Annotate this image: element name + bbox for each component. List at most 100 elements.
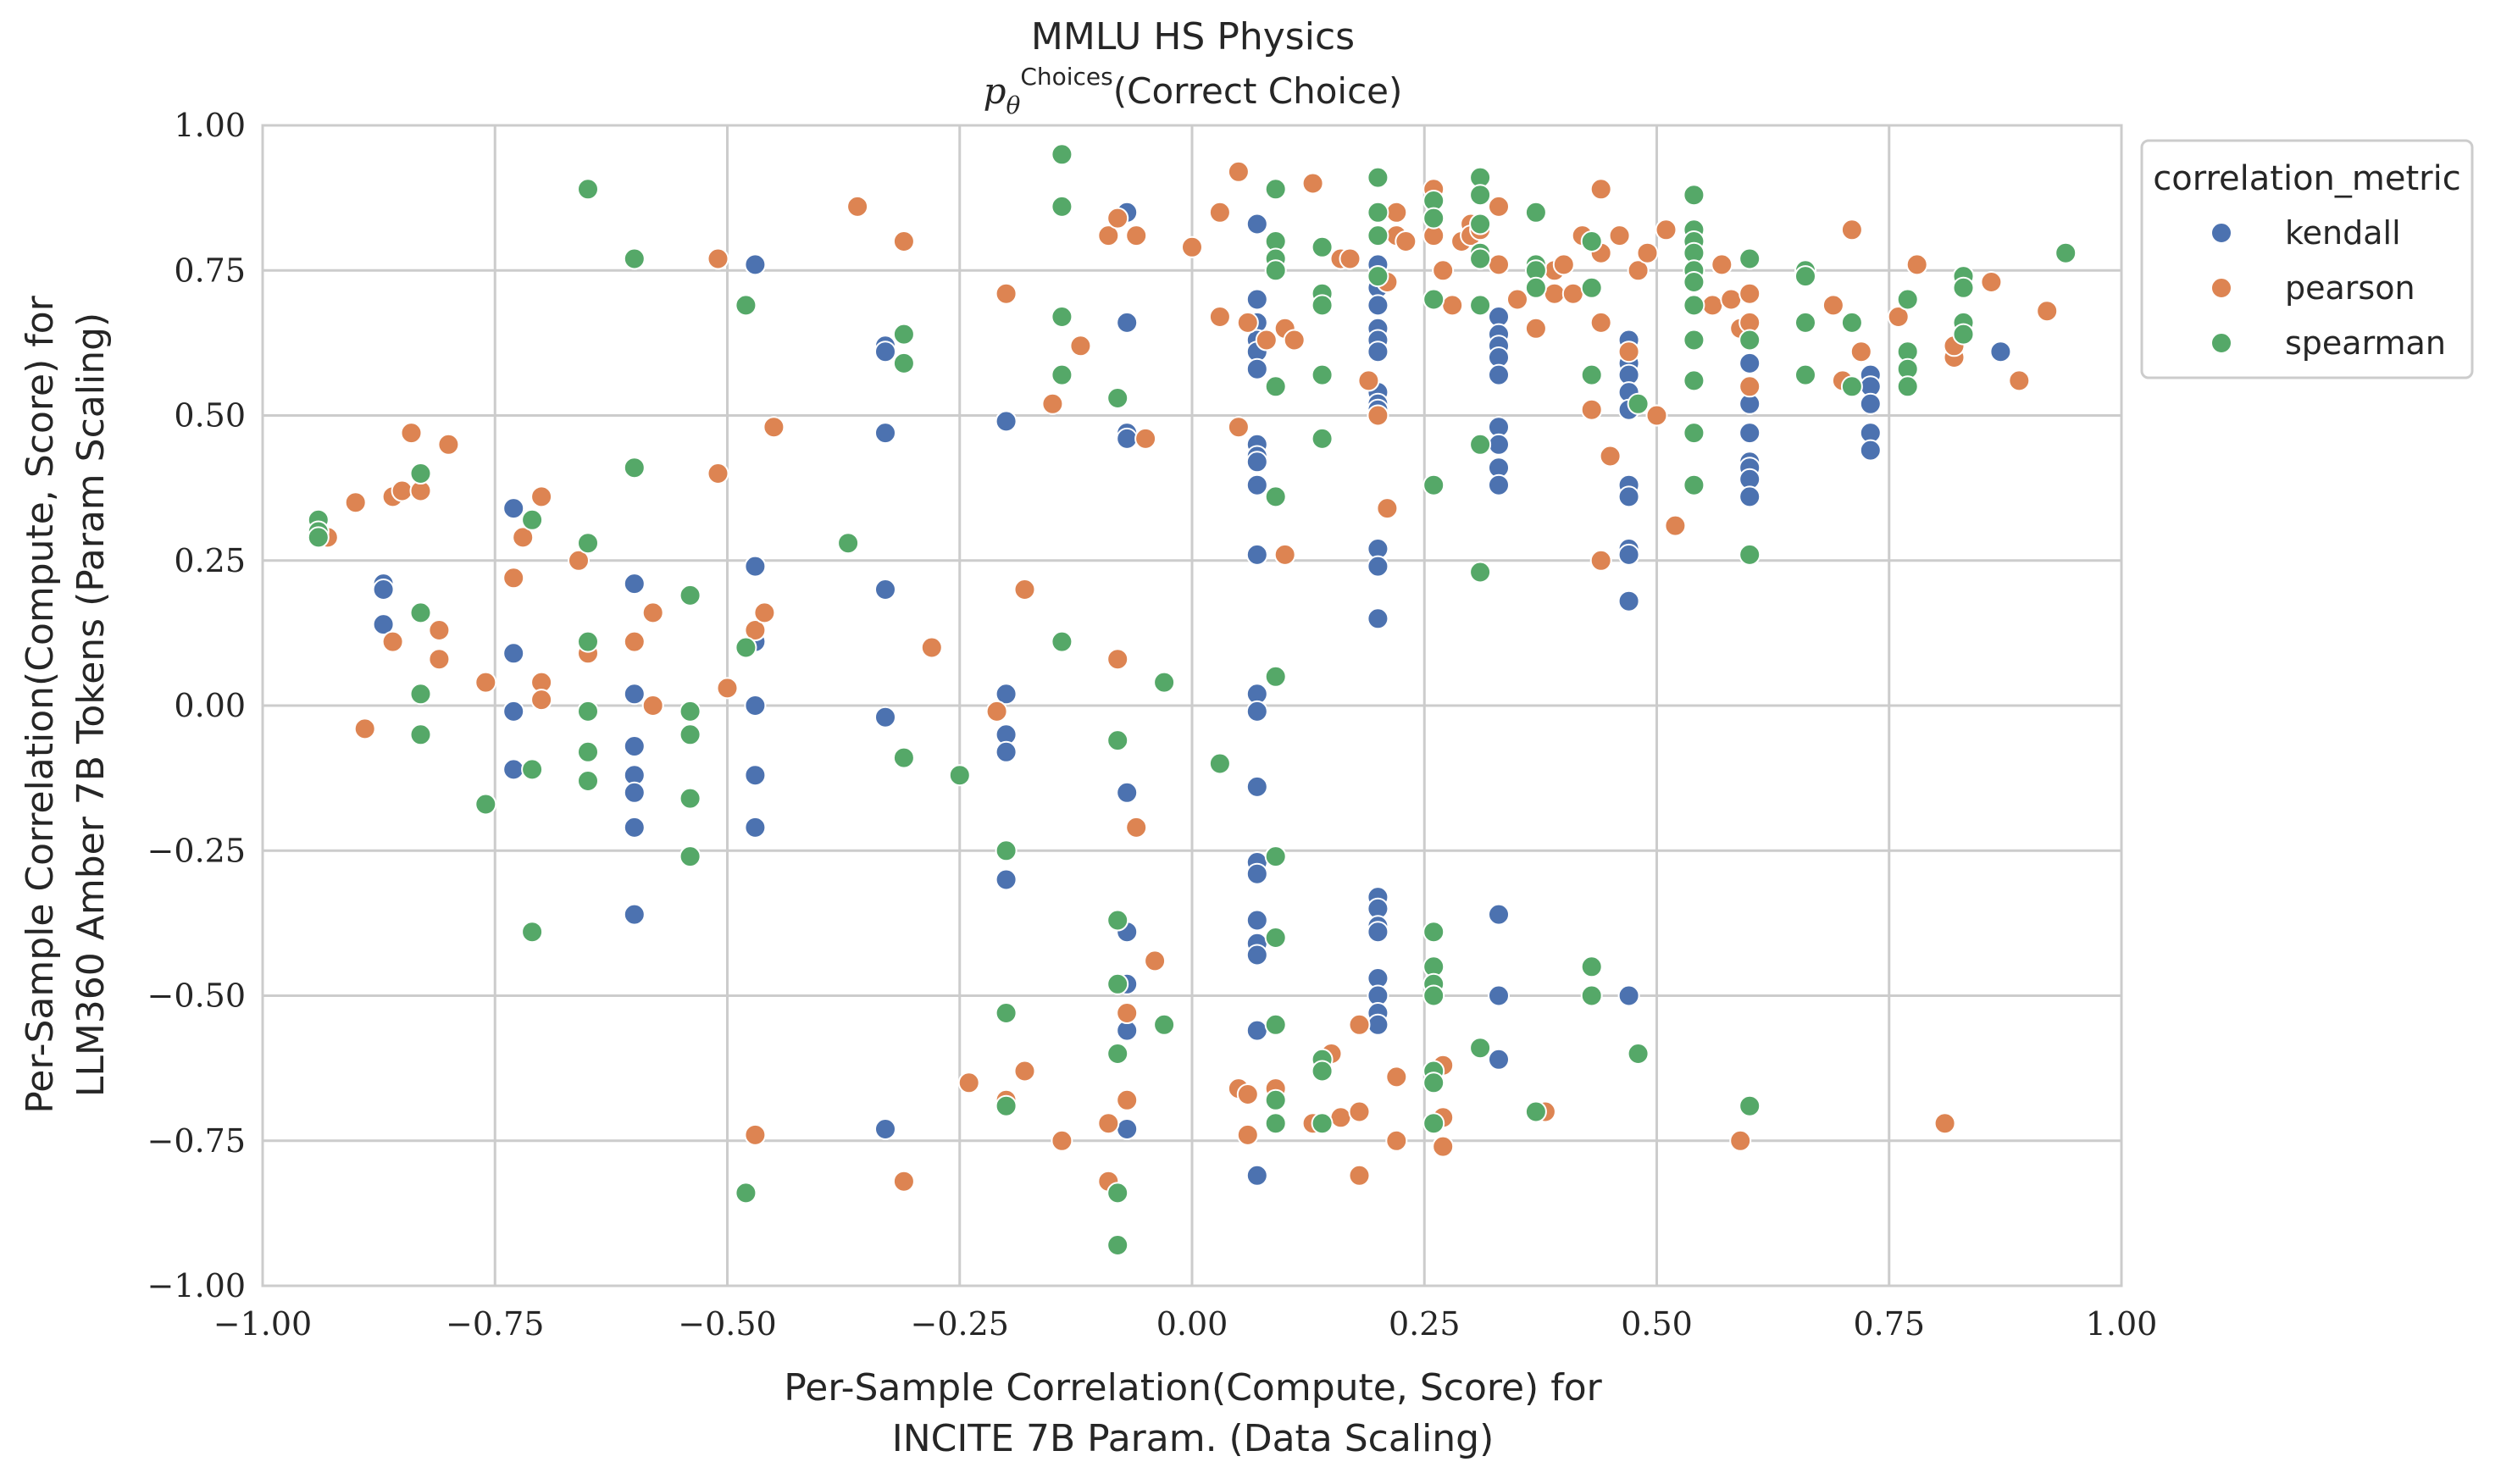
legend-frame	[2140, 139, 2474, 379]
data-point-kendall	[1245, 543, 1268, 566]
subtitle-subscript: θ	[1006, 91, 1020, 119]
y-tick-label: 0.25	[174, 542, 246, 579]
data-point-spearman	[1264, 485, 1287, 508]
data-point-pearson	[1543, 282, 1566, 305]
data-point-spearman	[409, 723, 432, 746]
data-point-pearson	[1301, 172, 1324, 195]
plot-frame	[261, 124, 2123, 1287]
data-point-spearman	[1422, 207, 1445, 230]
data-point-spearman	[1738, 1094, 1761, 1117]
data-point-pearson	[400, 422, 423, 445]
data-point-pearson	[1116, 1002, 1139, 1024]
data-point-kendall	[623, 816, 646, 839]
y-tick-label: 0.00	[174, 687, 246, 724]
data-point-spearman	[1208, 752, 1231, 775]
data-point-pearson	[1441, 294, 1464, 317]
data-point-spearman	[1367, 224, 1389, 247]
data-point-spearman	[1367, 201, 1389, 224]
data-point-kendall	[1367, 341, 1389, 363]
data-point-spearman	[577, 740, 599, 763]
data-point-kendall	[995, 740, 1018, 763]
data-point-pearson	[892, 230, 915, 252]
data-point-pearson	[1236, 311, 1259, 334]
data-point-spearman	[409, 601, 432, 624]
data-point-pearson	[568, 549, 590, 572]
data-point-kendall	[995, 868, 1018, 891]
data-point-kendall	[623, 781, 646, 804]
data-point-kendall	[1245, 700, 1268, 723]
data-point-kendall	[1245, 909, 1268, 932]
data-point-kendall	[502, 642, 525, 665]
data-point-pearson	[1236, 1123, 1259, 1146]
data-point-spearman	[1524, 276, 1547, 299]
data-point-spearman	[679, 700, 702, 723]
data-point-pearson	[762, 416, 785, 439]
y-tick-labels: −1.00 −0.75 −0.50 −0.25 0.00 0.25 0.50 0.75 1.00	[147, 107, 246, 1304]
data-point-kendall	[1367, 921, 1389, 944]
data-point-pearson	[1097, 224, 1120, 247]
data-point-kendall	[1367, 1013, 1389, 1036]
data-point-spearman	[948, 764, 971, 787]
data-point-spearman	[521, 508, 544, 531]
data-point-spearman	[1794, 311, 1816, 334]
data-point-spearman	[1794, 363, 1816, 386]
data-point-pearson	[1627, 259, 1650, 282]
legend-marker-spearman	[2210, 332, 2232, 354]
x-axis-label-line-1: Per-Sample Correlation(Compute, Score) f…	[784, 1366, 1602, 1409]
data-point-spearman	[577, 630, 599, 653]
data-point-pearson	[1125, 224, 1148, 247]
data-point-pearson	[2008, 369, 2031, 392]
data-point-pearson	[892, 1170, 915, 1193]
data-point-pearson	[1905, 253, 1928, 276]
data-point-spearman	[837, 532, 860, 555]
data-point-pearson	[1181, 235, 1203, 258]
data-point-kendall	[1617, 543, 1640, 566]
data-point-kendall	[744, 695, 767, 717]
data-point-pearson	[1041, 392, 1064, 415]
data-point-spearman	[1106, 972, 1129, 995]
x-tick-label: 1.00	[2086, 1305, 2158, 1343]
y-tick-label: 1.00	[174, 107, 246, 144]
data-point-pearson	[1840, 219, 1863, 241]
data-point-kendall	[1617, 590, 1640, 612]
data-point-spearman	[1051, 363, 1073, 386]
data-point-kendall	[744, 253, 767, 276]
data-point-kendall	[1367, 555, 1389, 578]
legend-label-spearman: spearman	[2285, 324, 2446, 362]
data-point-spearman	[409, 462, 432, 485]
data-point-pearson	[1348, 1013, 1371, 1036]
data-point-pearson	[391, 479, 413, 502]
y-axis-label-line-1: Per-Sample Correlation(Compute, Score) f…	[19, 295, 62, 1113]
data-point-kendall	[1367, 607, 1389, 630]
data-point-spearman	[577, 770, 599, 792]
data-point-kendall	[1738, 485, 1761, 508]
data-point-pearson	[1580, 398, 1603, 421]
data-point-kendall	[1859, 439, 1882, 462]
data-point-kendall	[502, 758, 525, 781]
data-point-spearman	[1311, 427, 1334, 450]
data-point-pearson	[1980, 271, 2003, 293]
data-point-pearson	[1051, 1129, 1073, 1152]
data-point-kendall	[874, 422, 896, 445]
data-point-kendall	[1617, 485, 1640, 508]
data-point-spearman	[1952, 276, 1975, 299]
data-point-kendall	[1116, 1118, 1139, 1140]
data-point-spearman	[1840, 311, 1863, 334]
data-point-pearson	[1933, 1112, 1956, 1135]
data-point-spearman	[1683, 184, 1705, 207]
data-point-pearson	[1329, 1106, 1352, 1129]
data-point-kendall	[502, 497, 525, 520]
data-point-spearman	[1106, 1234, 1129, 1256]
data-point-spearman	[1311, 363, 1334, 386]
data-point-kendall	[995, 410, 1018, 433]
chart-subtitle: pθChoices(Correct Choice)	[984, 63, 1403, 119]
data-point-kendall	[1245, 213, 1268, 235]
plot-area	[261, 124, 2123, 1287]
data-point-kendall	[1367, 294, 1389, 317]
data-point-kendall	[372, 579, 395, 601]
data-point-kendall	[1116, 311, 1139, 334]
data-point-spearman	[1952, 323, 1975, 346]
data-point-pearson	[1106, 207, 1129, 230]
data-point-spearman	[1683, 329, 1705, 352]
